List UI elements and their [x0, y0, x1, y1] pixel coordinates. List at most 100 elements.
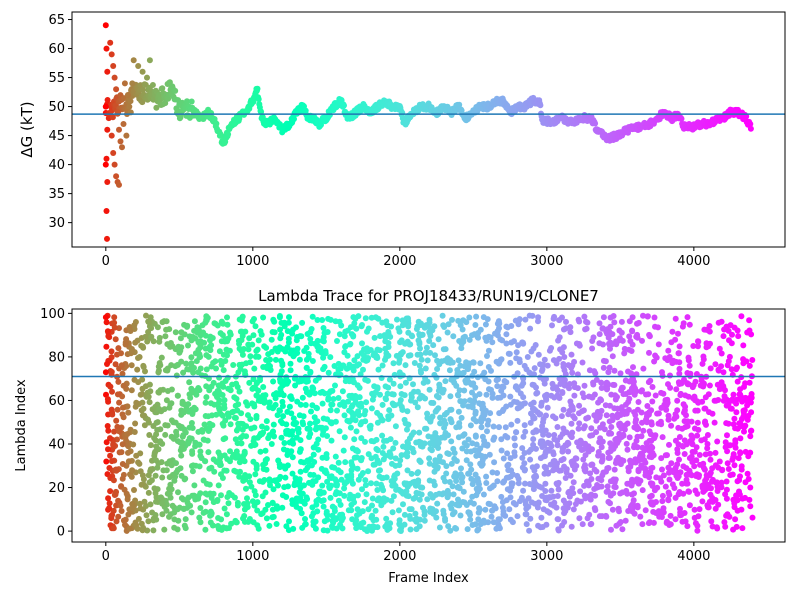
lambda-point [332, 318, 339, 325]
dg-xtick-label: 4000 [677, 254, 710, 269]
lambda-point [347, 424, 354, 431]
lambda-point [197, 519, 204, 526]
dg-point [218, 132, 225, 139]
lambda-point [704, 432, 711, 438]
lambda-point [545, 432, 552, 439]
lambda-point [340, 447, 347, 454]
lambda-point [461, 398, 468, 405]
lambda-point [468, 475, 475, 482]
lambda-point [314, 317, 321, 323]
lambda-point [528, 348, 535, 355]
lambda-point [287, 367, 294, 374]
lambda-point [382, 383, 389, 390]
lambda-point [559, 390, 566, 396]
lambda-point [649, 464, 656, 471]
lambda-point [214, 523, 221, 530]
lambda-point [451, 455, 458, 462]
lambda-point [512, 442, 518, 449]
dg-point [250, 98, 257, 105]
lambda-point [434, 500, 441, 507]
lambda-point [632, 385, 638, 392]
lambda-point [249, 318, 256, 325]
lambda-point [611, 405, 618, 412]
lambda-point [582, 495, 589, 502]
lambda-point [440, 459, 446, 466]
lambda-point [290, 326, 296, 333]
lambda-point [314, 405, 320, 412]
lambda-point [596, 513, 603, 520]
lambda-point [179, 440, 186, 447]
lambda-point [696, 506, 703, 513]
lambda-point [559, 445, 566, 452]
lambda-point [302, 516, 308, 522]
lambda-point [676, 343, 683, 350]
dg-point [104, 235, 110, 242]
lambda-point [543, 412, 549, 419]
lambda-point [262, 457, 269, 464]
lambda-point [390, 445, 397, 452]
lambda-point [351, 320, 358, 327]
lambda-point [317, 345, 324, 352]
lambda-point [373, 516, 380, 523]
lambda-point [472, 471, 479, 478]
dg-xtick-label: 2000 [383, 254, 416, 269]
lambda-point [246, 379, 253, 386]
lambda-point [108, 368, 115, 375]
lambda-point [707, 456, 714, 463]
lambda-point [171, 509, 178, 516]
lambda-point [634, 334, 641, 341]
lambda-point [621, 426, 628, 433]
lambda-point [180, 369, 187, 376]
lambda-point [502, 512, 509, 519]
lambda-point [178, 495, 185, 502]
lambda-point [724, 432, 730, 439]
dg-x-ticks: 0 1000 2000 3000 4000 [102, 247, 710, 269]
lambda-point [113, 417, 120, 424]
lambda-point [215, 382, 222, 389]
lambda-point [420, 504, 426, 511]
lambda-point [219, 412, 226, 419]
lambda-point [304, 374, 311, 381]
lambda-point [677, 505, 683, 512]
lambda-point [239, 313, 246, 320]
lambda-point [416, 429, 423, 436]
lambda-point [164, 365, 171, 372]
lambda-point [308, 408, 314, 415]
lambda-point [334, 407, 340, 414]
lambda-point [589, 345, 596, 352]
lambda-point [382, 452, 389, 459]
lambda-point [611, 367, 618, 374]
lambda-point [348, 507, 355, 514]
lambda-point [746, 317, 753, 324]
lambda-point [378, 502, 385, 509]
lambda-point [131, 322, 138, 329]
lambda-point [522, 400, 528, 407]
lambda-point [213, 365, 219, 372]
lambda-point [423, 322, 430, 329]
lambda-point [496, 320, 503, 327]
lambda-point [722, 387, 728, 394]
lambda-point [495, 376, 501, 383]
lambda-point [669, 328, 676, 335]
dg-point [291, 116, 297, 122]
lambda-point [747, 484, 754, 491]
lambda-point [493, 358, 500, 365]
lambda-point [639, 337, 645, 344]
lambda-point [367, 422, 374, 429]
lambda-point [357, 421, 364, 428]
dg-point [123, 132, 130, 139]
lambda-point [281, 440, 288, 446]
lambda-point [415, 479, 422, 486]
lambda-point [725, 466, 732, 472]
lambda-point [377, 412, 384, 419]
lambda-point [576, 420, 583, 427]
lambda-point [577, 498, 584, 505]
lambda-point [207, 347, 214, 354]
lambda-point [713, 479, 720, 486]
lambda-point [744, 470, 751, 477]
lambda-point [458, 465, 464, 472]
lambda-point [359, 470, 366, 476]
lambda-point [436, 453, 443, 460]
lambda-point [442, 517, 449, 524]
lambda-point [716, 458, 723, 465]
